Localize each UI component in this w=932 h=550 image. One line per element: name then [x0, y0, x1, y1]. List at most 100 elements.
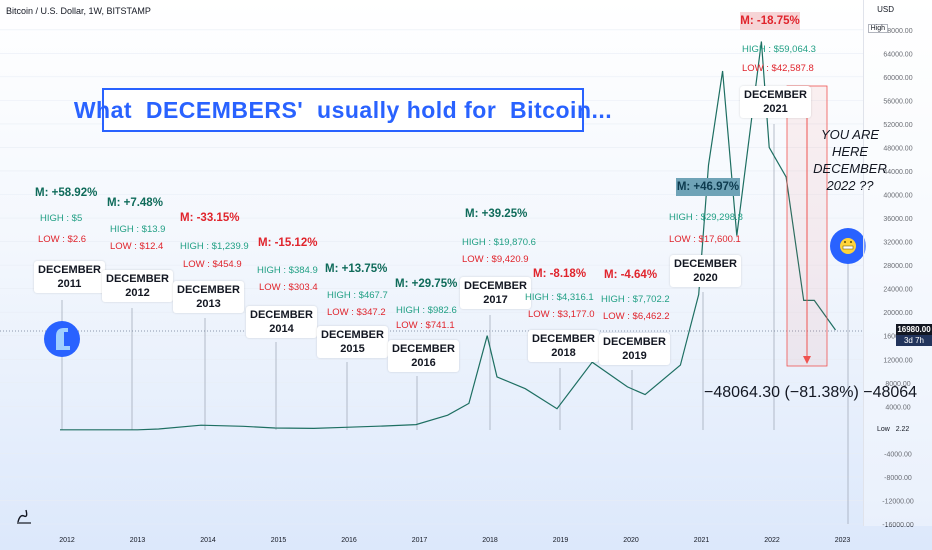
year-label-2017: DECEMBER 2017	[460, 277, 531, 309]
year-label-2021: DECEMBER 2021	[740, 86, 811, 118]
high-2019: HIGH : $7,702.2	[601, 294, 670, 305]
change-2011: M: +58.92%	[35, 187, 98, 199]
year-tick-label: 2021	[694, 537, 710, 544]
year-label-2020: DECEMBER 2020	[670, 255, 741, 287]
year-tick-label: 2020	[623, 537, 639, 544]
price-tick-label: 28000.00	[883, 263, 912, 270]
note-line: YOU ARE	[820, 127, 880, 142]
price-tick-label: 56000.00	[883, 98, 912, 105]
change-2012: M: +7.48%	[107, 197, 163, 209]
low-2015: LOW : $347.2	[327, 307, 386, 318]
year-label-2019: DECEMBER 2019	[599, 333, 670, 365]
tradingview-pattern-icon[interactable]	[14, 506, 34, 526]
price-tick-label: 48000.00	[883, 145, 912, 152]
price-tick-label: 44000.00	[883, 169, 912, 176]
high-2012: HIGH : $13.9	[110, 224, 166, 235]
price-tick-label: -8000.00	[884, 475, 912, 482]
price-tick-label: -4000.00	[884, 451, 912, 458]
high-2015: HIGH : $467.7	[327, 290, 388, 301]
year-label-2012: DECEMBER 2012	[102, 270, 173, 302]
note-line: DECEMBER	[813, 161, 887, 176]
low-2018: LOW : $3,177.0	[528, 309, 595, 320]
drawdown-arrowhead	[803, 356, 811, 364]
high-2020: HIGH : $29,298.8	[669, 212, 743, 223]
price-tick-label: -16000.00	[882, 522, 914, 529]
year-label-2011: DECEMBER 2011	[34, 261, 105, 293]
grimace-eye-right	[850, 241, 852, 243]
label-line: DECEMBER	[250, 309, 313, 321]
low-2014: LOW : $303.4	[259, 282, 318, 293]
change-2015: M: +13.75%	[325, 263, 388, 275]
price-tick-label: 20000.00	[883, 310, 912, 317]
price-tick-label: 8000.00	[885, 381, 910, 388]
grimace-eye-left	[844, 241, 846, 243]
high-2016: HIGH : $982.6	[396, 305, 457, 316]
title-callout: What DECEMBERS' usually hold for Bitcoin…	[74, 88, 612, 132]
year-tick-label: 2012	[59, 537, 75, 544]
label-year: 2017	[483, 294, 508, 306]
low-2020: LOW : $17,600.1	[669, 234, 741, 245]
label-line: DECEMBER	[392, 343, 455, 355]
high-2021: HIGH : $59,064.3	[742, 44, 816, 55]
high-2011: HIGH : $5	[40, 213, 83, 224]
year-tick-label: 2017	[412, 537, 428, 544]
year-label-2014: DECEMBER 2014	[246, 306, 317, 338]
year-label-2016: DECEMBER 2016	[388, 340, 459, 372]
label-line: DECEMBER	[38, 264, 101, 276]
change-2017: M: +39.25%	[465, 208, 528, 220]
drawdown-measure-label: −48064.30 (−81.38%) −48064	[704, 384, 918, 401]
label-year: 2014	[269, 323, 294, 335]
year-tick-label: 2016	[341, 537, 357, 544]
label-year: 2012	[125, 287, 150, 299]
low-2016: LOW : $741.1	[396, 320, 455, 331]
price-tick-label: 52000.00	[883, 122, 912, 129]
currency-label: USD	[877, 5, 894, 14]
dinosaur-icon	[56, 328, 70, 350]
price-tick-label: 40000.00	[883, 193, 912, 200]
price-tick-label: 4000.00	[885, 404, 910, 411]
label-line: DECEMBER	[744, 89, 807, 101]
price-axis-panel[interactable]	[863, 0, 932, 526]
label-line: DECEMBER	[106, 273, 169, 285]
year-tick-label: 2019	[553, 537, 569, 544]
low-label-text: Low	[877, 426, 890, 433]
price-tick-label: 12000.00	[883, 357, 912, 364]
note-line: 2022 ??	[826, 178, 874, 193]
year-tick-label: 2023	[835, 537, 851, 544]
price-tick-label: 60000.00	[883, 75, 912, 82]
change-2013: M: -33.15%	[180, 212, 240, 224]
time-axis-labels: 2012 2013 2014 2015 2016 2017 2018 2019 2020 2021…	[59, 537, 850, 544]
label-year: 2019	[622, 350, 647, 362]
year-tick-label: 2014	[200, 537, 216, 544]
change-2021: M: -18.75%	[740, 12, 800, 30]
year-tick-label: 2022	[764, 537, 780, 544]
year-label-2018: DECEMBER 2018	[528, 330, 599, 362]
label-year: 2011	[57, 278, 82, 290]
label-line: DECEMBER	[321, 329, 384, 341]
change-2020: M: +46.97%	[676, 178, 740, 196]
label-year: 2016	[411, 357, 436, 369]
high-2017: HIGH : $19,870.6	[462, 237, 536, 248]
label-year: 2020	[693, 272, 718, 284]
price-tick-label: 36000.00	[883, 216, 912, 223]
low-value: 2.22	[895, 426, 910, 433]
you-are-here-note: YOU ARE HERE DECEMBER 2022 ??	[810, 126, 890, 194]
year-label-2013: DECEMBER 2013	[173, 281, 244, 313]
label-line: DECEMBER	[532, 333, 595, 345]
year-tick-label: 2013	[130, 537, 146, 544]
change-2014: M: -15.12%	[258, 237, 318, 249]
change-2018: M: -8.18%	[533, 268, 587, 280]
low-label: Low 2.22	[877, 426, 909, 433]
label-year: 2015	[340, 343, 365, 355]
low-2021: LOW : $42,587.8	[742, 63, 814, 74]
low-2013: LOW : $454.9	[183, 259, 242, 270]
year-tick-label: 2015	[271, 537, 287, 544]
label-year: 2021	[763, 103, 788, 115]
change-2016: M: +29.75%	[395, 278, 458, 290]
label-line: DECEMBER	[177, 284, 240, 296]
high-2014: HIGH : $384.9	[257, 265, 318, 276]
bar-countdown: 3d 7h	[896, 335, 932, 346]
december-lines	[61, 124, 849, 524]
grimace-teeth	[842, 245, 854, 250]
